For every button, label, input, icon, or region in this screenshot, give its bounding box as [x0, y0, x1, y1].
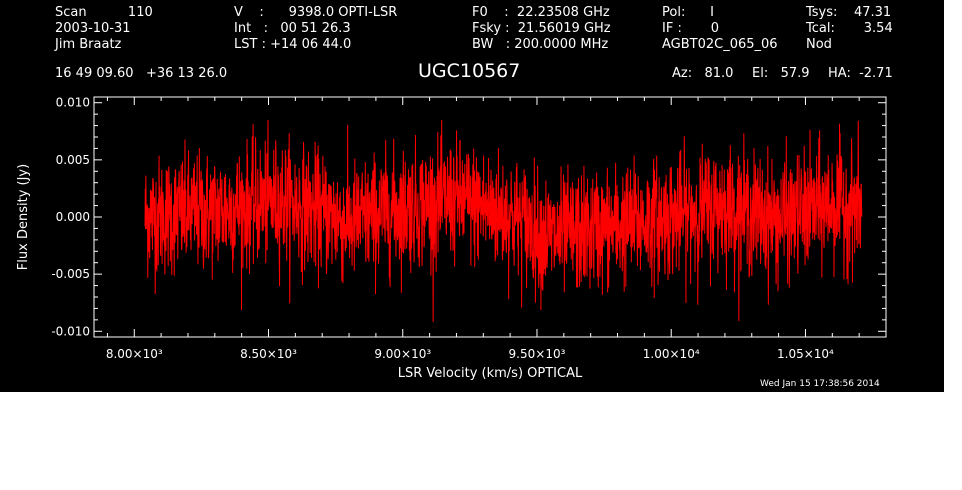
observer-name: Jim Braatz	[55, 37, 122, 52]
spectrum-plot: 0.010 0.005 0.000 -0.005 -0.010 8.00×10³ 8.50×…	[16, 96, 887, 381]
sky-frequency: Fsky : 21.56019 GHz	[472, 21, 611, 36]
x-tick-label: 9.50×10³	[509, 347, 566, 361]
if-number: IF : 0	[662, 21, 720, 36]
hour-angle: HA: -2.71	[828, 66, 893, 81]
y-tick-label: -0.005	[51, 267, 90, 281]
elevation: El: 57.9	[752, 66, 810, 81]
x-tick-label: 1.05×10⁴	[777, 347, 834, 361]
y-tick-label: 0.010	[56, 96, 90, 110]
observation-date: 2003-10-31	[55, 21, 131, 36]
y-tick-label: -0.010	[51, 324, 90, 338]
x-tick-label: 8.00×10³	[106, 347, 163, 361]
timestamp: Wed Jan 15 17:38:56 2014	[760, 379, 880, 389]
lst-value: LST : +14 06 44.0	[234, 37, 352, 52]
x-tick-label: 8.50×10³	[240, 347, 297, 361]
integration-time: Int : 00 51 26.3	[234, 21, 351, 36]
polarization: Pol: I	[662, 5, 714, 20]
bandwidth: BW : 200.0000 MHz	[472, 37, 609, 52]
spectrum-trace	[144, 119, 863, 323]
chart-title: UGC10567	[418, 60, 521, 82]
y-tick-label: 0.000	[56, 210, 90, 224]
procedure-type: Nod	[806, 37, 832, 52]
y-tick-label: 0.005	[56, 153, 90, 167]
y-axis-label: Flux Density (Jy)	[16, 164, 31, 270]
x-tick-label: 9.00×10³	[374, 347, 431, 361]
calibration-temperature: Tcal: 3.54	[806, 21, 893, 36]
azimuth: Az: 81.0	[672, 66, 734, 81]
scan-number: Scan 110	[55, 5, 153, 20]
source-coordinates: 16 49 09.60 +36 13 26.0	[55, 66, 228, 81]
plot-panel: Scan 110 2003-10-31 Jim Braatz V : 9398.…	[0, 0, 944, 392]
project-id: AGBT02C_065_06	[662, 37, 778, 52]
x-axis-label: LSR Velocity (km/s) OPTICAL	[398, 366, 583, 381]
source-velocity: V : 9398.0 OPTI-LSR	[234, 5, 398, 20]
rest-frequency: F0 : 22.23508 GHz	[472, 5, 610, 20]
system-temperature: Tsys: 47.31	[806, 5, 892, 20]
x-tick-label: 1.00×10⁴	[643, 347, 700, 361]
